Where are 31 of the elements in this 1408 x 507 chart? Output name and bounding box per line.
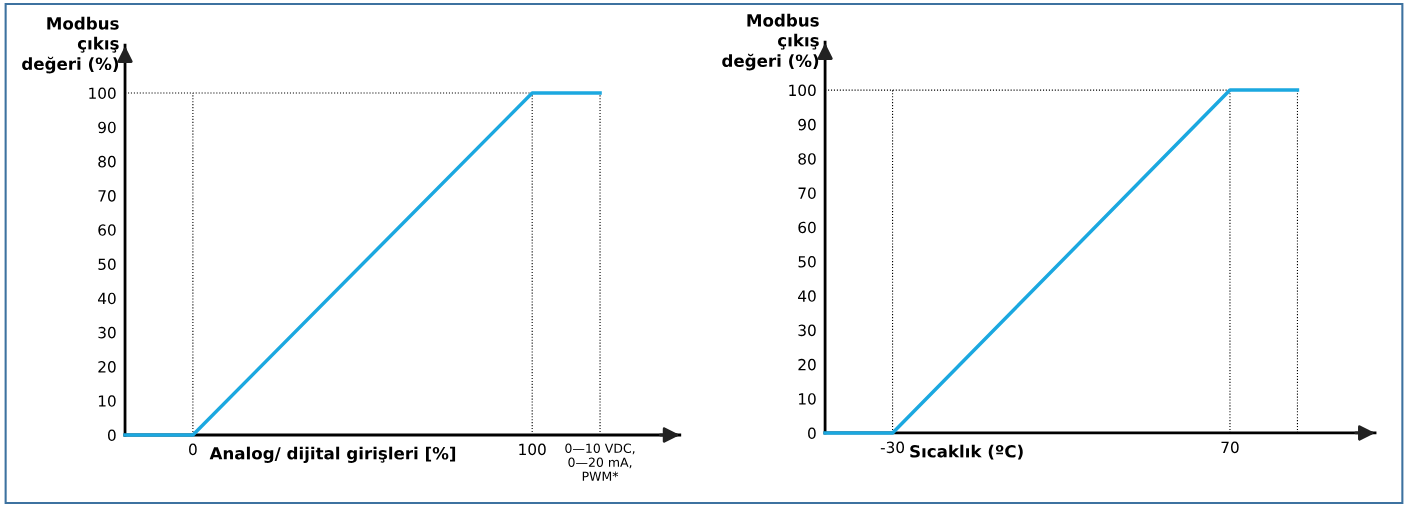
y-tick-label: 60 — [98, 224, 116, 236]
y-tick-label: 50 — [798, 256, 816, 268]
y-tick-label: 20 — [798, 358, 816, 371]
y-tick-label: 10 — [98, 395, 116, 407]
x-axis-title: Sıcaklık (ºC) — [910, 444, 1023, 460]
x-tick-label: -30 — [880, 441, 905, 454]
x-tick-label: 70 — [1221, 441, 1239, 454]
y-tick-label: 50 — [98, 258, 116, 271]
y-tick-label: 30 — [798, 324, 816, 337]
y-tick-label: 70 — [98, 190, 116, 202]
y-tick-label: 0 — [107, 429, 116, 442]
y-tick-label: 40 — [798, 290, 816, 302]
y-tick-label: 80 — [98, 155, 116, 168]
y-axis-title: Modbus çıkış değeri (%) — [22, 16, 119, 74]
x-tick-label: 0—10 VDC, 0—20 mA, PWM* — [565, 443, 635, 481]
y-tick-label: 80 — [798, 153, 816, 165]
y-axis-title: Modbus çıkış değeri (%) — [722, 13, 819, 71]
x-tick-label: 0 — [189, 443, 197, 456]
x-axis-title: Analog/ dijital girişleri [%] — [209, 446, 456, 463]
y-tick-label: 40 — [98, 292, 116, 305]
y-tick-label: 60 — [798, 221, 816, 234]
y-tick-label: 100 — [89, 87, 116, 100]
x-tick-label: 100 — [519, 443, 546, 456]
y-tick-label: 0 — [808, 427, 816, 439]
y-tick-label: 90 — [98, 121, 116, 134]
y-tick-label: 10 — [798, 393, 816, 405]
y-tick-label: 90 — [798, 118, 816, 131]
y-tick-label: 70 — [798, 187, 816, 199]
y-tick-label: 100 — [789, 84, 816, 97]
y-tick-label: 30 — [98, 326, 116, 339]
y-tick-label: 20 — [98, 361, 116, 373]
